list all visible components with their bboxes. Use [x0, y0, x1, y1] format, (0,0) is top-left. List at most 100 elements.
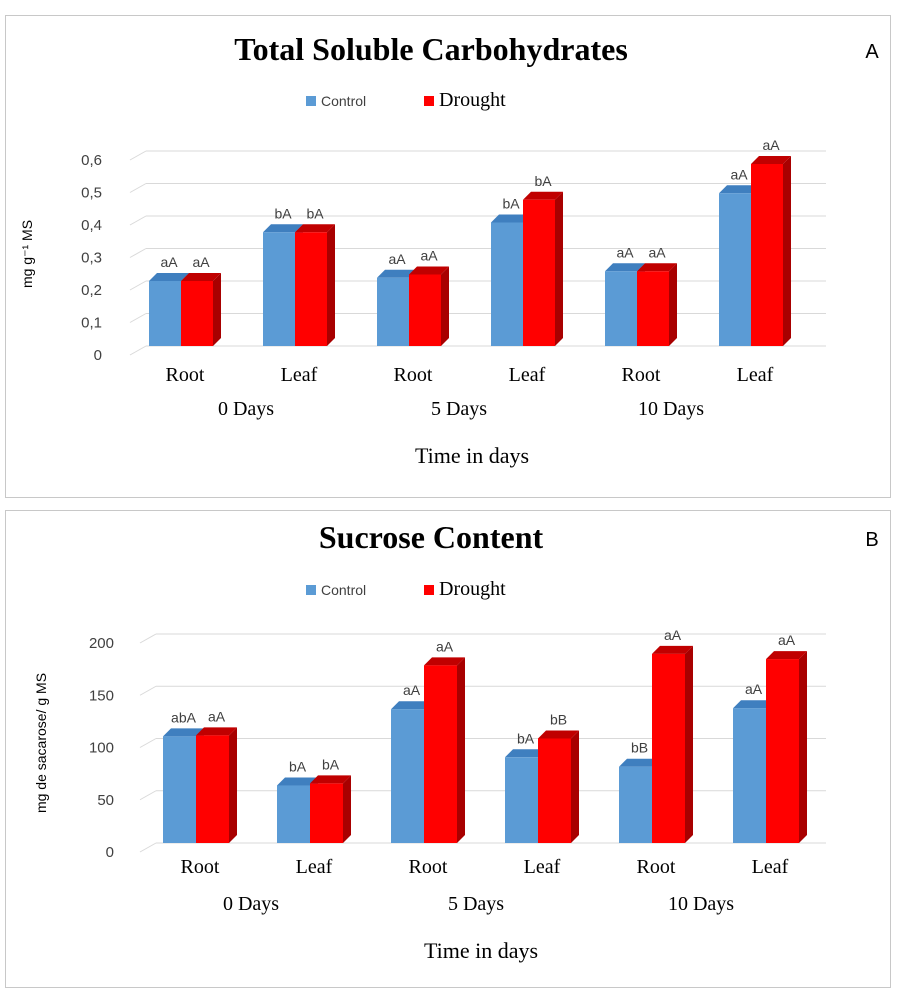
data-label: bA — [502, 196, 520, 212]
bar-control — [605, 271, 637, 346]
x-group-label: 5 Days — [431, 398, 487, 420]
y-tick-label: 200 — [89, 635, 114, 652]
gridline-depth — [129, 313, 147, 323]
chart-b-svg: Sucrose Content B Control Drought 0 50 100 150 2… — [33, 519, 879, 963]
data-label: bA — [289, 759, 307, 775]
bar-top — [538, 730, 579, 739]
y-tick-label: 0 — [94, 347, 102, 364]
bar-top — [652, 645, 693, 654]
bar-drought — [751, 164, 783, 346]
bar-control — [491, 222, 523, 346]
data-label: bA — [274, 205, 292, 221]
x-group-label: 0 Days — [218, 398, 274, 420]
gridline-depth — [129, 183, 147, 193]
bar-side — [213, 273, 221, 346]
data-label: aA — [388, 251, 406, 267]
bar-side — [441, 266, 449, 346]
y-axis-label: mg g⁻¹ MS — [19, 220, 35, 288]
gridline-depth — [129, 248, 147, 258]
x-group-label: 10 Days — [668, 893, 734, 915]
bar-side — [343, 775, 351, 843]
bar-control — [377, 277, 409, 346]
data-label: aA — [420, 248, 438, 264]
x-group-label: 0 Days — [223, 893, 279, 915]
data-label: bA — [517, 730, 535, 746]
bar-drought — [766, 659, 799, 843]
bar-control — [733, 708, 766, 843]
data-label: bB — [550, 712, 567, 728]
y-tick-label: 50 — [97, 792, 114, 809]
x-tick-label: Root — [622, 364, 661, 386]
x-tick-label: Root — [181, 856, 220, 878]
bar-top — [523, 191, 563, 200]
bar-top — [733, 700, 774, 709]
gridline-depth — [139, 790, 157, 801]
x-group-label: 10 Days — [638, 398, 704, 420]
bar-side — [685, 645, 693, 843]
bar-top — [719, 185, 759, 194]
y-tick-label: 0,3 — [81, 250, 102, 267]
bar-control — [719, 193, 751, 346]
bar-top — [391, 701, 432, 710]
y-tick-label: 100 — [89, 740, 114, 757]
bar-top — [424, 657, 465, 666]
x-tick-label: Root — [166, 364, 205, 386]
bar-top — [196, 727, 237, 736]
x-tick-label: Root — [394, 364, 433, 386]
data-label: bB — [631, 740, 648, 756]
gridline-depth — [129, 150, 147, 161]
y-tick-label: 0 — [106, 844, 114, 861]
bar-side — [555, 191, 563, 346]
bar-top — [263, 224, 303, 233]
data-label: aA — [403, 682, 421, 698]
panel-label: A — [865, 41, 879, 63]
bar-drought — [652, 653, 685, 843]
gridline-depth — [139, 738, 157, 748]
y-tick-label: 0,1 — [81, 315, 102, 332]
gridline-depth — [139, 842, 157, 853]
data-label: bA — [322, 756, 340, 772]
data-label: aA — [778, 632, 796, 648]
bar-side — [571, 730, 579, 843]
data-label: aA — [762, 137, 780, 153]
bar-drought — [295, 232, 327, 346]
gridline-depth — [139, 633, 157, 644]
bar-top — [149, 273, 189, 281]
data-label: aA — [730, 166, 748, 182]
panel-label: B — [865, 529, 878, 551]
y-tick-label: 0,2 — [81, 282, 102, 299]
chart-panel-b: Sucrose Content B Control Drought 0 50 100 150 2… — [5, 510, 891, 988]
data-label: bA — [306, 205, 324, 221]
chart-panel-a: Total Soluble Carbohydrates A Control Droug… — [5, 15, 891, 498]
legend-label: Drought — [439, 578, 506, 600]
bar-top — [619, 758, 660, 767]
chart-a-svg: Total Soluble Carbohydrates A Control Droug… — [19, 31, 879, 468]
legend-label: Drought — [439, 89, 506, 111]
legend-label: Control — [321, 582, 366, 598]
y-tick-label: 150 — [89, 687, 114, 704]
bar-drought — [538, 738, 571, 843]
data-label: aA — [648, 244, 666, 260]
bar-top — [310, 775, 351, 784]
data-label: aA — [160, 254, 178, 270]
bar-top — [277, 777, 318, 786]
bar-side — [799, 651, 807, 843]
bar-top — [505, 749, 546, 758]
bar-drought — [181, 281, 213, 346]
bar-control — [263, 232, 295, 346]
bar-top — [181, 273, 221, 281]
bar-drought — [637, 271, 669, 346]
data-label: abA — [171, 709, 197, 725]
data-label: aA — [616, 244, 634, 260]
gridline-depth — [129, 215, 147, 226]
legend-label: Control — [321, 93, 366, 109]
bar-top — [377, 269, 417, 278]
data-label: aA — [745, 681, 763, 697]
legend-swatch — [306, 96, 316, 106]
bar-top — [637, 263, 677, 272]
bar-control — [391, 709, 424, 843]
bar-control — [149, 281, 181, 346]
data-label: aA — [192, 254, 210, 270]
x-tick-label: Root — [409, 856, 448, 878]
bar-side — [669, 263, 677, 346]
